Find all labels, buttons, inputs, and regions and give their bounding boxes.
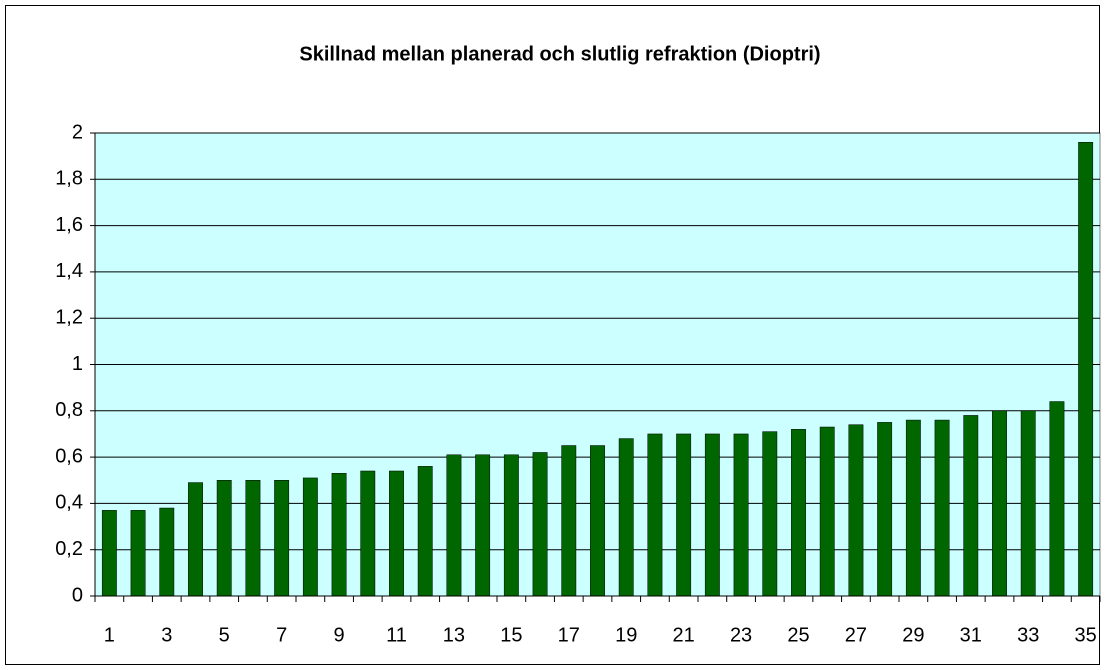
bar	[590, 445, 605, 597]
bar	[417, 466, 433, 597]
y-tick-label: 0,8	[55, 399, 83, 421]
y-tick-label: 1,4	[55, 260, 83, 282]
y-tick-label: 0,6	[55, 445, 83, 467]
bar	[762, 431, 778, 597]
bar	[130, 510, 146, 597]
bar	[848, 424, 864, 597]
bar	[704, 433, 720, 597]
bar	[877, 422, 893, 597]
bar	[475, 454, 491, 597]
x-tick-label: 7	[276, 624, 287, 646]
x-tick-label: 27	[845, 624, 867, 646]
bar	[963, 415, 979, 597]
bar	[245, 480, 261, 597]
x-tick-label: 15	[500, 624, 522, 646]
bar	[1078, 142, 1094, 597]
x-tick-label: 23	[730, 624, 752, 646]
x-tick-label: 5	[219, 624, 230, 646]
bar	[992, 410, 1007, 597]
x-tick-label: 25	[787, 624, 809, 646]
bar	[389, 470, 404, 597]
x-tick-label: 17	[558, 624, 580, 646]
bar	[503, 454, 519, 597]
x-tick-label: 11	[386, 624, 407, 646]
bar	[676, 433, 692, 597]
y-tick-label: 2	[72, 121, 83, 143]
bar	[561, 445, 577, 597]
x-tick-label: 29	[902, 624, 924, 646]
y-tick-label: 0,4	[55, 492, 83, 514]
bar	[446, 454, 462, 597]
y-tick-label: 1,8	[55, 168, 83, 190]
bar	[274, 480, 290, 597]
bar	[791, 429, 806, 597]
bar	[618, 438, 634, 597]
bar	[216, 480, 232, 597]
bar	[733, 433, 749, 597]
bar	[934, 419, 950, 597]
bar	[1049, 401, 1065, 597]
y-tick-label: 0,2	[55, 538, 83, 560]
bar	[532, 452, 548, 597]
x-tick-label: 35	[1075, 624, 1097, 646]
chart-title: Skillnad mellan planerad och slutlig ref…	[299, 43, 820, 65]
x-tick-label: 3	[161, 624, 172, 646]
x-tick-label: 9	[334, 624, 345, 646]
bar	[188, 482, 203, 597]
x-tick-label: 31	[960, 624, 982, 646]
bar	[819, 426, 835, 597]
bar	[302, 477, 318, 597]
bar	[647, 433, 663, 597]
x-tick-label: 33	[1017, 624, 1039, 646]
x-tick-label: 13	[443, 624, 465, 646]
x-tick-label: 21	[673, 624, 695, 646]
bar	[1020, 410, 1036, 597]
y-tick-label: 1,6	[55, 214, 83, 236]
bar	[331, 473, 347, 597]
x-tick-label: 19	[615, 624, 637, 646]
bar	[159, 507, 175, 597]
y-tick-label: 0	[72, 584, 83, 606]
x-tick-label: 1	[104, 624, 115, 646]
bar	[905, 419, 921, 597]
bar	[360, 470, 376, 597]
y-tick-label: 1	[72, 353, 83, 375]
bar	[101, 510, 117, 597]
y-tick-label: 1,2	[55, 306, 83, 328]
